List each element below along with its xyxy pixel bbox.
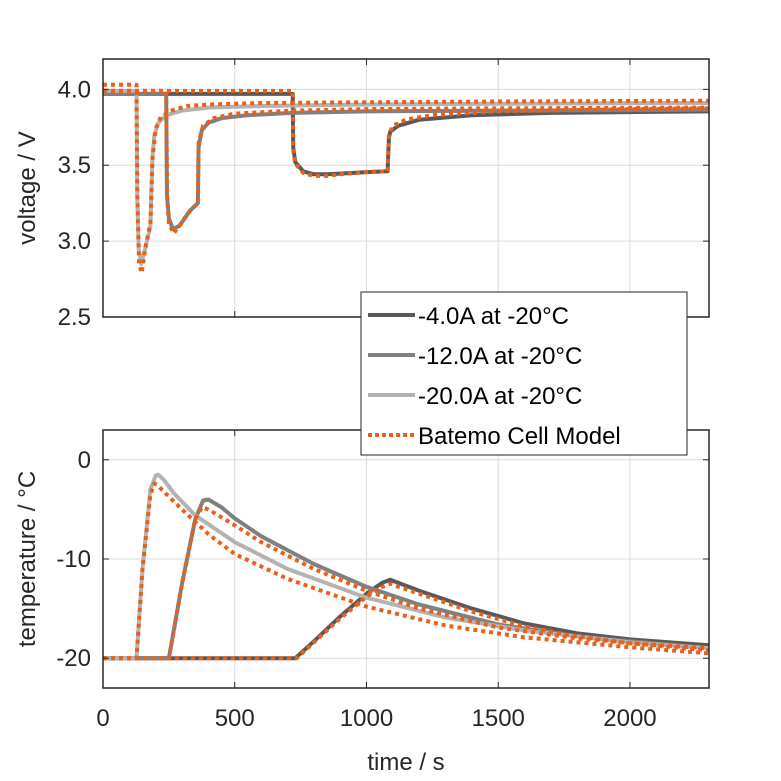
voltage-ylabel: voltage / V: [14, 131, 41, 244]
voltage-series-12-0a-at-20-c: [103, 91, 709, 231]
temperature-xtick-label: 1000: [340, 705, 393, 732]
temperature-axes: 0 500 1000 1500 2000 -20 -10 0 temperature / °C…: [14, 429, 710, 776]
temperature-xtick-label: 1500: [472, 705, 525, 732]
voltage-ytick-label: 2.5: [58, 304, 91, 331]
voltage-ticks: 2.5 3.0 3.5 4.0: [58, 59, 709, 331]
temperature-ytick-label: 0: [78, 447, 91, 474]
voltage-ytick-label: 4.0: [58, 76, 91, 103]
temperature-ticks: 0 500 1000 1500 2000 -20 -10 0: [56, 430, 709, 732]
legend-label-4a: -4.0A at -20°C: [418, 303, 569, 330]
legend: -4.0A at -20°C -12.0A at -20°C -20.0A at…: [360, 291, 688, 456]
temperature-xtick-label: 2000: [603, 705, 656, 732]
temperature-series-batemo-cell-model: [103, 581, 709, 661]
legend-label-model: Batemo Cell Model: [418, 423, 621, 450]
legend-box: [360, 291, 688, 456]
voltage-series-batemo-cell-model: [103, 88, 709, 178]
temperature-ylabel: temperature / °C: [14, 471, 41, 647]
voltage-ytick-label: 3.5: [58, 152, 91, 179]
voltage-axes: 2.5 3.0 3.5 4.0 voltage / V: [14, 58, 710, 331]
legend-label-12a: -12.0A at -20°C: [418, 343, 582, 370]
temperature-ytick-label: -20: [56, 645, 91, 672]
voltage-ytick-label: 3.0: [58, 228, 91, 255]
voltage-series: [103, 82, 709, 275]
temperature-series-4-0a-at-20-c: [103, 577, 709, 661]
temperature-series: [103, 472, 709, 661]
temperature-series-batemo-cell-model: [103, 481, 709, 661]
temperature-xtick-label: 0: [96, 705, 109, 732]
temperature-xlabel: time / s: [367, 749, 444, 776]
temperature-ytick-label: -10: [56, 546, 91, 573]
temperature-series-batemo-cell-model: [103, 505, 709, 661]
legend-label-20a: -20.0A at -20°C: [418, 383, 582, 410]
temperature-xtick-label: 500: [215, 705, 255, 732]
voltage-plot-area: [103, 59, 709, 317]
